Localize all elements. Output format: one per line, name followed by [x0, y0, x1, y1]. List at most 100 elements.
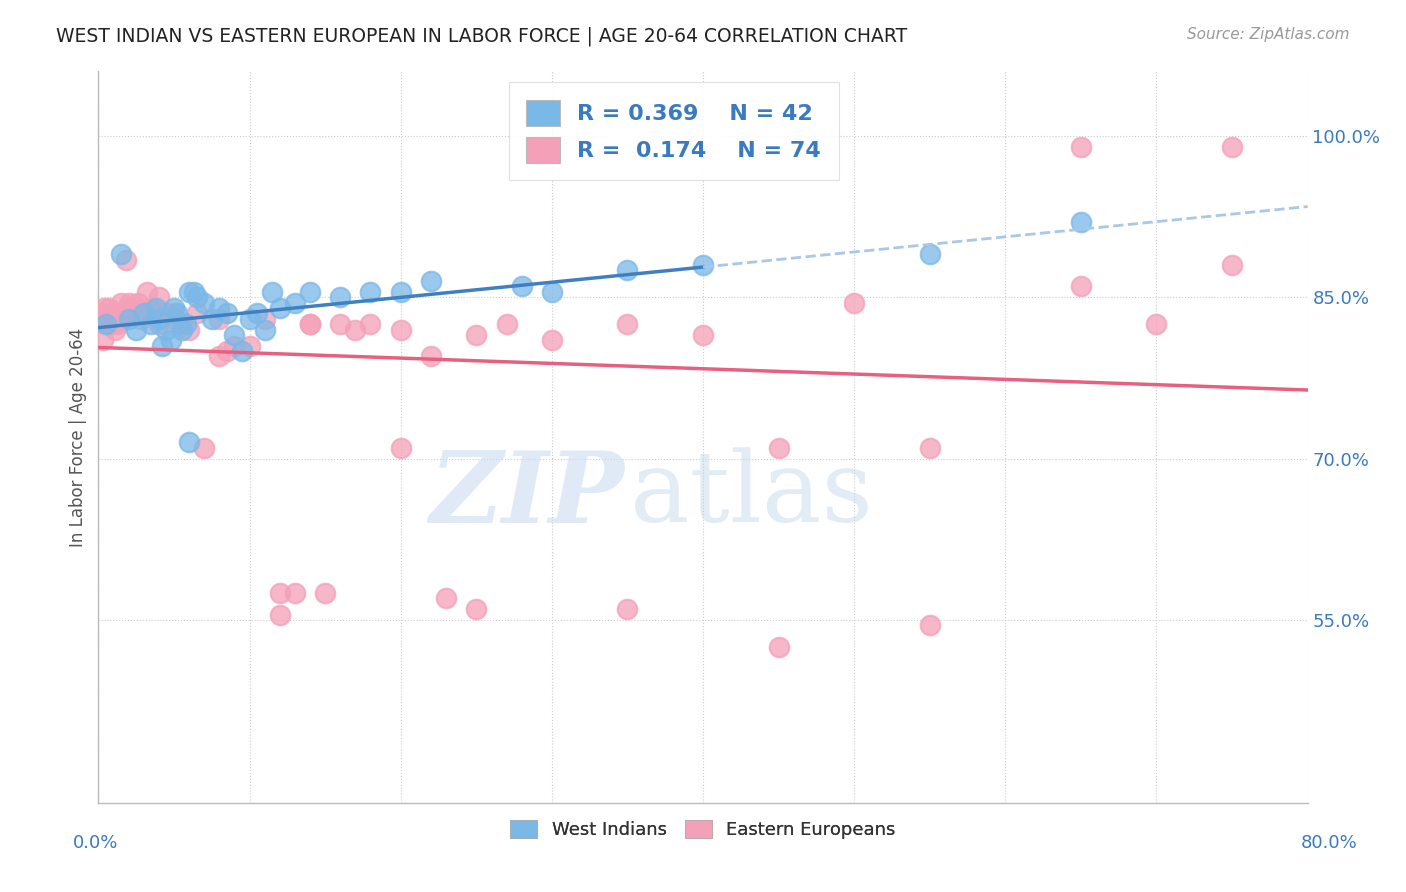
Point	[284, 586, 307, 600]
Point	[918, 247, 941, 261]
Text: WEST INDIAN VS EASTERN EUROPEAN IN LABOR FORCE | AGE 20-64 CORRELATION CHART: WEST INDIAN VS EASTERN EUROPEAN IN LABOR…	[56, 27, 907, 46]
Point	[1220, 139, 1243, 153]
Point	[166, 306, 188, 320]
Point	[239, 338, 262, 352]
Point	[112, 306, 135, 320]
Point	[132, 306, 155, 320]
Point	[110, 247, 132, 261]
Point	[389, 322, 412, 336]
Point	[692, 258, 714, 272]
Point	[208, 301, 231, 315]
Point	[90, 306, 112, 320]
Point	[253, 322, 276, 336]
Point	[1146, 317, 1168, 331]
Point	[269, 301, 291, 315]
Point	[100, 306, 122, 320]
Point	[540, 333, 562, 347]
Point	[360, 317, 382, 331]
Point	[389, 285, 412, 299]
Point	[132, 306, 155, 320]
Point	[1070, 279, 1092, 293]
Point	[163, 306, 186, 320]
Point	[1220, 258, 1243, 272]
Point	[193, 295, 215, 310]
Point	[141, 317, 163, 331]
Point	[155, 322, 177, 336]
Point	[616, 602, 638, 616]
Point	[768, 640, 790, 654]
Point	[510, 279, 533, 293]
Point	[224, 327, 246, 342]
Point	[299, 317, 322, 331]
Point	[174, 317, 197, 331]
Point	[495, 317, 517, 331]
Text: atlas: atlas	[630, 448, 873, 543]
Point	[344, 322, 367, 336]
Point	[1070, 215, 1092, 229]
Point	[127, 295, 149, 310]
Point	[329, 317, 352, 331]
Point	[107, 317, 129, 331]
Point	[768, 441, 790, 455]
Point	[360, 285, 382, 299]
Point	[231, 344, 253, 359]
Point	[98, 301, 121, 315]
Point	[269, 586, 291, 600]
Point	[329, 290, 352, 304]
Point	[96, 317, 118, 331]
Point	[105, 306, 128, 320]
Point	[540, 285, 562, 299]
Point	[163, 301, 186, 315]
Point	[389, 441, 412, 455]
Point	[155, 306, 177, 320]
Point	[94, 317, 117, 331]
Point	[183, 285, 205, 299]
Point	[215, 344, 238, 359]
Point	[163, 311, 186, 326]
Point	[434, 591, 457, 606]
Point	[160, 333, 183, 347]
Point	[201, 311, 224, 326]
Point	[215, 306, 238, 320]
Point	[616, 317, 638, 331]
Legend: West Indians, Eastern Europeans: West Indians, Eastern Europeans	[503, 813, 903, 847]
Point	[125, 322, 148, 336]
Text: ZIP: ZIP	[429, 448, 624, 544]
Point	[269, 607, 291, 622]
Point	[314, 586, 336, 600]
Point	[93, 301, 115, 315]
Point	[170, 322, 193, 336]
Point	[150, 338, 173, 352]
Y-axis label: In Labor Force | Age 20-64: In Labor Force | Age 20-64	[69, 327, 87, 547]
Text: Source: ZipAtlas.com: Source: ZipAtlas.com	[1187, 27, 1350, 42]
Point	[132, 306, 155, 320]
Point	[465, 602, 488, 616]
Point	[101, 317, 124, 331]
Point	[145, 306, 167, 320]
Point	[118, 311, 141, 326]
Point	[299, 317, 322, 331]
Point	[208, 311, 231, 326]
Point	[262, 285, 284, 299]
Point	[148, 311, 170, 326]
Point	[420, 274, 443, 288]
Text: 80.0%: 80.0%	[1301, 834, 1357, 852]
Point	[124, 301, 146, 315]
Point	[179, 285, 201, 299]
Point	[141, 301, 163, 315]
Point	[420, 350, 443, 364]
Point	[179, 435, 201, 450]
Point	[246, 306, 269, 320]
Point	[114, 252, 136, 267]
Point	[224, 338, 246, 352]
Point	[135, 285, 157, 299]
Point	[118, 301, 141, 315]
Point	[118, 295, 141, 310]
Point	[91, 333, 114, 347]
Point	[108, 311, 131, 326]
Point	[918, 441, 941, 455]
Point	[844, 295, 866, 310]
Point	[692, 327, 714, 342]
Point	[110, 295, 132, 310]
Point	[121, 306, 143, 320]
